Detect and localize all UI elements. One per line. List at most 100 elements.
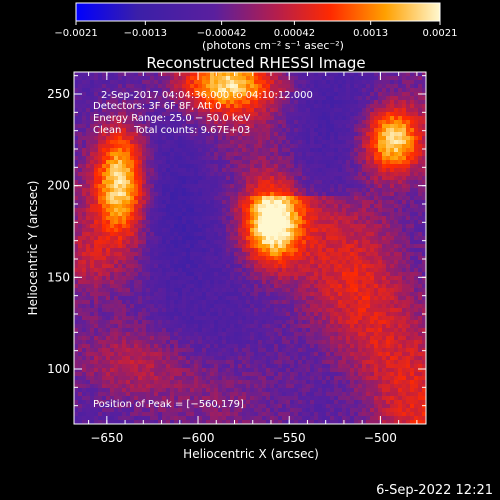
heatmap-cell [210, 128, 214, 132]
heatmap-cell [222, 296, 226, 300]
heatmap-cell [406, 84, 410, 88]
heatmap-cell [282, 264, 286, 268]
heatmap-cell [342, 244, 346, 248]
heatmap-cell [90, 264, 94, 268]
heatmap-cell [222, 152, 226, 156]
heatmap-cell [414, 180, 418, 184]
heatmap-cell [110, 244, 114, 248]
heatmap-cell [150, 236, 154, 240]
heatmap-cell [182, 272, 186, 276]
heatmap-cell [302, 180, 306, 184]
heatmap-cell [86, 268, 90, 272]
heatmap-cell [250, 256, 254, 260]
heatmap-cell [266, 76, 270, 80]
heatmap-cell [330, 164, 334, 168]
heatmap-cell [414, 76, 418, 80]
heatmap-cell [314, 196, 318, 200]
heatmap-cell [318, 188, 322, 192]
heatmap-cell [162, 116, 166, 120]
heatmap-cell [130, 260, 134, 264]
heatmap-cell [274, 160, 278, 164]
heatmap-cell [226, 212, 230, 216]
heatmap-cell [162, 268, 166, 272]
heatmap-cell [134, 272, 138, 276]
heatmap-cell [334, 176, 338, 180]
heatmap-cell [386, 268, 390, 272]
heatmap-cell [230, 160, 234, 164]
heatmap-cell [386, 128, 390, 132]
heatmap-cell [134, 292, 138, 296]
heatmap-cell [262, 288, 266, 292]
heatmap-cell [322, 164, 326, 168]
heatmap-cell [254, 212, 258, 216]
heatmap-cell [174, 224, 178, 228]
heatmap-cell [78, 116, 82, 120]
heatmap-cell [178, 144, 182, 148]
heatmap-cell [162, 176, 166, 180]
heatmap-cell [230, 216, 234, 220]
heatmap-cell [190, 192, 194, 196]
heatmap-cell [246, 284, 250, 288]
heatmap-cell [394, 224, 398, 228]
heatmap-cell [78, 132, 82, 136]
heatmap-cell [314, 76, 318, 80]
heatmap-cell [410, 252, 414, 256]
heatmap-cell [378, 196, 382, 200]
heatmap-cell [150, 292, 154, 296]
heatmap-cell [326, 156, 330, 160]
heatmap-cell [354, 128, 358, 132]
heatmap-cell [206, 112, 210, 116]
heatmap-cell [366, 136, 370, 140]
heatmap-cell [350, 168, 354, 172]
heatmap-cell [286, 148, 290, 152]
heatmap-cell [366, 76, 370, 80]
heatmap-cell [302, 236, 306, 240]
heatmap-cell [350, 112, 354, 116]
heatmap-cell [394, 260, 398, 264]
heatmap-cell [390, 252, 394, 256]
heatmap-cell [322, 260, 326, 264]
heatmap-cell [90, 252, 94, 256]
heatmap-cell [242, 260, 246, 264]
heatmap-cell [178, 140, 182, 144]
heatmap-cell [98, 200, 102, 204]
heatmap-cell [302, 80, 306, 84]
heatmap-cell [314, 116, 318, 120]
heatmap-cell [214, 196, 218, 200]
heatmap-cell [254, 76, 258, 80]
heatmap-cell [186, 252, 190, 256]
heatmap-cell [398, 208, 402, 212]
heatmap-cell [390, 212, 394, 216]
heatmap-cell [246, 176, 250, 180]
heatmap-cell [114, 184, 118, 188]
heatmap-cell [354, 124, 358, 128]
heatmap-cell [326, 260, 330, 264]
heatmap-cell [294, 76, 298, 80]
heatmap-cell [410, 284, 414, 288]
heatmap-cell [358, 176, 362, 180]
heatmap-cell [210, 204, 214, 208]
heatmap-cell [394, 288, 398, 292]
heatmap-cell [166, 268, 170, 272]
heatmap-cell [126, 184, 130, 188]
heatmap-cell [334, 204, 338, 208]
heatmap-cell [302, 244, 306, 248]
heatmap-cell [370, 212, 374, 216]
heatmap-cell [74, 144, 78, 148]
heatmap-cell [298, 200, 302, 204]
heatmap-cell [202, 168, 206, 172]
heatmap-cell [406, 148, 410, 152]
heatmap-cell [406, 264, 410, 268]
heatmap-cell [182, 220, 186, 224]
heatmap-cell [314, 212, 318, 216]
heatmap-cell [402, 176, 406, 180]
heatmap-cell [114, 156, 118, 160]
heatmap-cell [290, 260, 294, 264]
heatmap-cell [334, 180, 338, 184]
heatmap-cell [366, 120, 370, 124]
heatmap-cell [138, 144, 142, 148]
heatmap-cell [234, 296, 238, 300]
heatmap-cell [98, 156, 102, 160]
heatmap-cell [106, 172, 110, 176]
heatmap-cell [174, 264, 178, 268]
